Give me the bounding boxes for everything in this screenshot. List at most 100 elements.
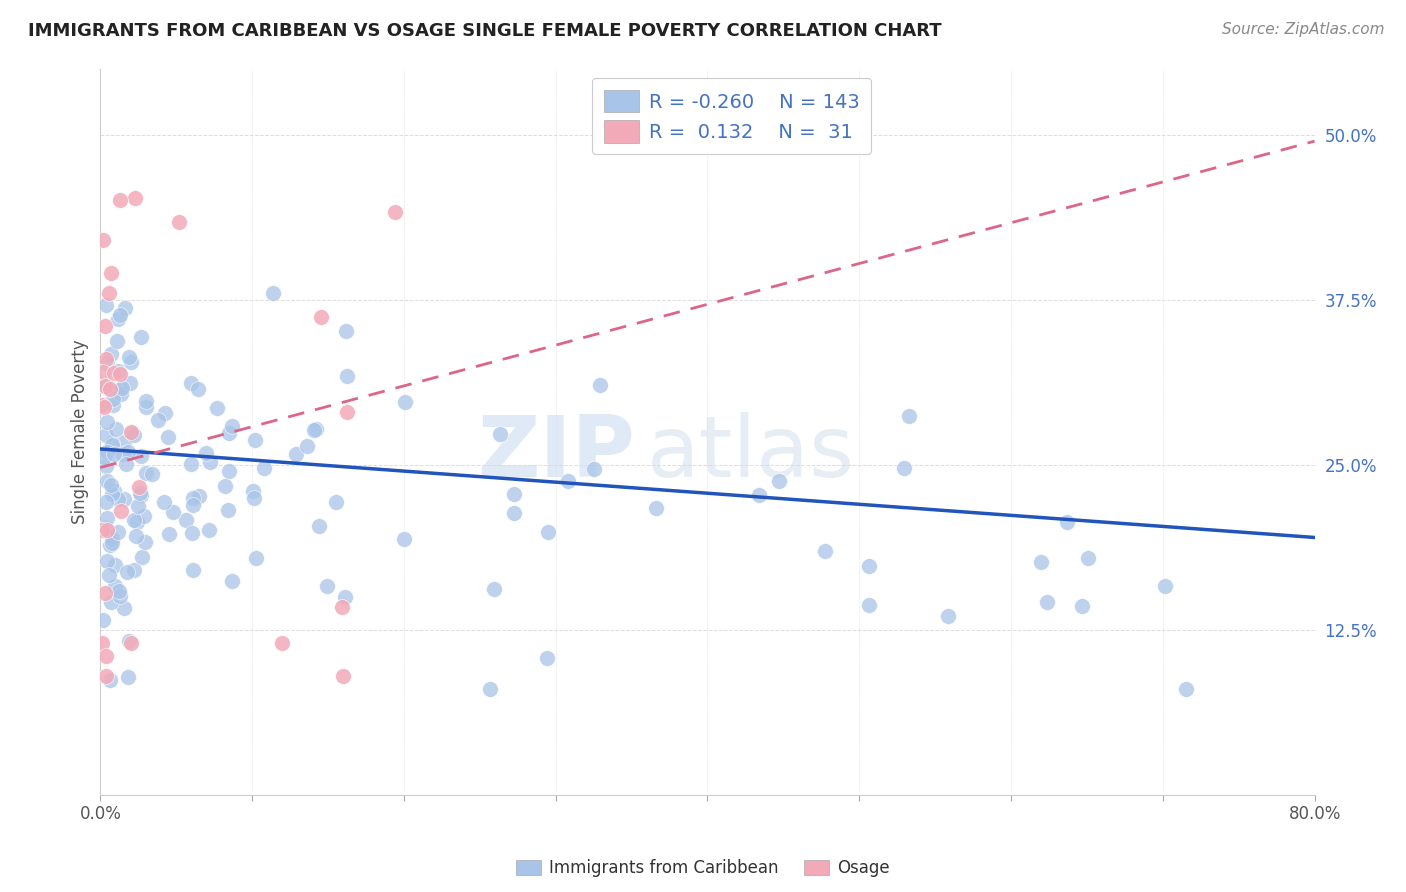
Point: [180, 525, 202, 540]
Point: [484, 582, 506, 596]
Point: [162, 506, 184, 520]
Point: [129, 488, 152, 502]
Point: [489, 427, 512, 442]
Point: [103, 392, 125, 406]
Point: [101, 398, 124, 412]
Point: [131, 550, 153, 565]
Point: [557, 474, 579, 488]
Point: [503, 487, 526, 501]
Point: [588, 378, 610, 392]
Point: [936, 609, 959, 624]
Point: [117, 670, 139, 684]
Point: [96, 445, 118, 459]
Point: [336, 405, 359, 419]
Point: [100, 595, 122, 609]
Point: [122, 428, 145, 442]
Point: [98, 537, 121, 551]
Point: [128, 480, 150, 494]
Point: [127, 500, 149, 514]
Point: [243, 491, 266, 505]
Point: [262, 286, 284, 301]
Text: atlas: atlas: [647, 412, 855, 495]
Point: [153, 495, 176, 509]
Point: [309, 310, 332, 324]
Point: [645, 500, 668, 515]
Point: [218, 425, 240, 440]
Point: [94, 298, 117, 312]
Point: [98, 286, 121, 301]
Point: [94, 586, 117, 600]
Point: [120, 376, 142, 390]
Point: [103, 447, 125, 461]
Point: [245, 551, 267, 566]
Point: [96, 554, 118, 568]
Point: [242, 484, 264, 499]
Point: [100, 478, 122, 492]
Point: [107, 312, 129, 326]
Point: [243, 434, 266, 448]
Point: [336, 368, 359, 383]
Point: [141, 467, 163, 481]
Point: [114, 457, 136, 471]
Point: [96, 669, 118, 683]
Point: [187, 382, 209, 396]
Point: [478, 682, 501, 697]
Point: [271, 636, 294, 650]
Point: [858, 559, 880, 574]
Point: [96, 415, 118, 429]
Point: [93, 233, 115, 247]
Point: [111, 381, 134, 395]
Point: [1174, 682, 1197, 697]
Point: [122, 513, 145, 527]
Point: [112, 446, 135, 460]
Point: [155, 406, 177, 420]
Point: [120, 425, 142, 439]
Point: [129, 486, 152, 500]
Point: [1036, 595, 1059, 609]
Point: [898, 409, 921, 423]
Point: [101, 535, 124, 549]
Point: [110, 504, 132, 518]
Text: Source: ZipAtlas.com: Source: ZipAtlas.com: [1222, 22, 1385, 37]
Point: [96, 649, 118, 664]
Point: [108, 589, 131, 603]
Text: IMMIGRANTS FROM CARIBBEAN VS OSAGE SINGLE FEMALE POVERTY CORRELATION CHART: IMMIGRANTS FROM CARIBBEAN VS OSAGE SINGL…: [28, 22, 942, 40]
Point: [129, 330, 152, 344]
Point: [536, 651, 558, 665]
Point: [108, 308, 131, 322]
Point: [94, 459, 117, 474]
Point: [108, 194, 131, 208]
Point: [107, 364, 129, 378]
Point: [115, 565, 138, 579]
Point: [129, 449, 152, 463]
Point: [108, 367, 131, 381]
Text: ZIP: ZIP: [477, 412, 634, 495]
Point: [93, 400, 115, 414]
Y-axis label: Single Female Poverty: Single Female Poverty: [72, 340, 89, 524]
Point: [582, 462, 605, 476]
Point: [332, 669, 354, 683]
Point: [107, 525, 129, 540]
Point: [105, 422, 128, 436]
Point: [114, 301, 136, 315]
Point: [120, 636, 142, 650]
Point: [117, 445, 139, 459]
Point: [125, 529, 148, 543]
Point: [101, 533, 124, 547]
Point: [218, 465, 240, 479]
Point: [156, 430, 179, 444]
Point: [325, 494, 347, 508]
Point: [101, 487, 124, 501]
Point: [157, 527, 180, 541]
Point: [103, 484, 125, 499]
Point: [194, 446, 217, 460]
Point: [94, 378, 117, 392]
Point: [295, 439, 318, 453]
Point: [1029, 555, 1052, 569]
Point: [101, 436, 124, 450]
Point: [176, 513, 198, 527]
Point: [90, 398, 112, 412]
Point: [96, 378, 118, 392]
Point: [110, 386, 132, 401]
Point: [96, 523, 118, 537]
